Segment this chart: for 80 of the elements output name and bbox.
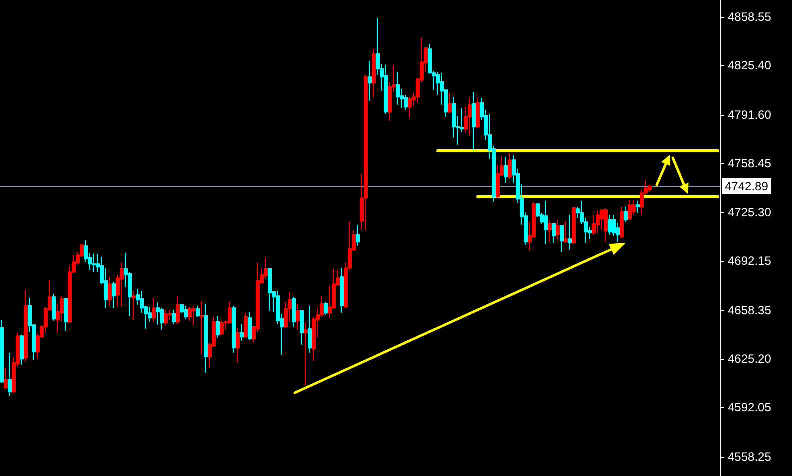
candlestick (248, 312, 252, 341)
candlestick (556, 220, 560, 240)
candlestick (300, 310, 304, 346)
candlestick (384, 64, 388, 115)
candlestick (468, 98, 472, 137)
candlestick (324, 302, 328, 316)
candlestick (112, 282, 116, 309)
candlestick (308, 306, 312, 354)
candlestick (604, 208, 608, 243)
y-tick-label: 4725.30 (728, 205, 772, 220)
candlestick (596, 210, 600, 234)
candlestick (192, 306, 196, 326)
candlestick (408, 96, 412, 119)
candlestick (20, 334, 24, 366)
candlestick (4, 368, 8, 390)
candlestick (448, 92, 452, 114)
candlestick (572, 206, 576, 244)
candlestick (292, 296, 296, 328)
y-tick-label: 4758.45 (728, 156, 772, 171)
y-tick-label: 4858.55 (728, 10, 772, 24)
candlestick (340, 268, 344, 314)
candlestick (624, 206, 628, 223)
candlestick (232, 306, 236, 354)
candlestick (568, 214, 572, 251)
candlestick (176, 296, 180, 325)
candlestick (244, 312, 248, 338)
candlestick (132, 290, 136, 320)
y-tick-label: 4791.60 (728, 108, 772, 122)
y-tick-label: 4692.15 (728, 254, 772, 268)
candlestick (268, 268, 272, 312)
y-tick-label: 4558.25 (728, 450, 772, 464)
candlestick (564, 220, 568, 243)
candlestick (204, 304, 208, 374)
candlestick (544, 200, 548, 245)
candlestick (200, 300, 204, 356)
candlestick (120, 262, 124, 308)
candlestick (508, 152, 512, 180)
y-tick-label: 4658.35 (728, 303, 772, 318)
y-tick-label: 4825.40 (728, 58, 772, 73)
candlestick (24, 290, 28, 363)
candlestick (236, 328, 240, 364)
ref-line-label: 4742.89 (725, 180, 769, 194)
y-tick-label: 4592.05 (728, 400, 772, 415)
candlestick (64, 297, 68, 332)
candlestick (196, 306, 200, 318)
candlestick (620, 206, 624, 239)
candlestick (264, 258, 268, 280)
candlestick (356, 224, 360, 247)
candlestick (240, 324, 244, 342)
candlestick (0, 319, 4, 384)
candlestick (188, 306, 192, 322)
candlestick (476, 98, 480, 129)
candlestick (52, 294, 56, 322)
candlestick (592, 214, 596, 236)
candlestick (172, 310, 176, 325)
candlestick (608, 214, 612, 236)
candlestick (560, 226, 564, 252)
candlestick (368, 60, 372, 102)
candlestick (164, 310, 168, 326)
candlestick (504, 156, 508, 184)
candlestick (296, 304, 300, 330)
candlestick (472, 92, 476, 151)
candlestick (304, 322, 308, 387)
candlestick (548, 220, 552, 243)
candlestick (184, 306, 188, 320)
candlestick (8, 352, 12, 397)
candlestick (396, 72, 400, 106)
y-tick-label: 4625.20 (728, 352, 772, 366)
candlestick (628, 200, 632, 221)
candlestick (372, 48, 376, 98)
candlestick (108, 276, 112, 307)
candlestick (156, 302, 160, 326)
candlestick (636, 200, 640, 214)
candlestick (216, 316, 220, 338)
candlestick (364, 74, 368, 232)
candlestick (220, 320, 224, 336)
candlestick (632, 200, 636, 216)
candlestick (92, 254, 96, 273)
candlestick (152, 297, 156, 323)
candlestick (552, 224, 556, 244)
